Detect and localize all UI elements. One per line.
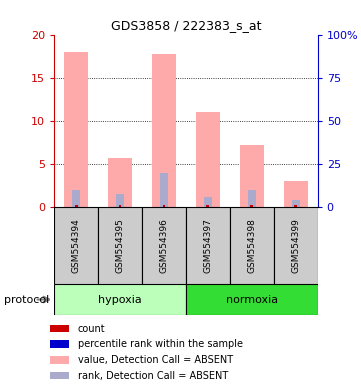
- Text: GSM554394: GSM554394: [71, 218, 81, 273]
- Bar: [160, 173, 168, 207]
- Text: normoxia: normoxia: [226, 295, 278, 305]
- Text: GSM554395: GSM554395: [116, 218, 125, 273]
- Bar: [75, 205, 78, 207]
- Bar: [72, 190, 80, 207]
- Bar: [162, 205, 165, 207]
- Bar: [108, 158, 132, 207]
- Bar: [294, 205, 297, 207]
- Text: GSM554397: GSM554397: [203, 218, 212, 273]
- Text: hypoxia: hypoxia: [98, 295, 142, 305]
- Text: value, Detection Call = ABSENT: value, Detection Call = ABSENT: [78, 355, 233, 365]
- FancyBboxPatch shape: [230, 207, 274, 284]
- Text: GSM554398: GSM554398: [247, 218, 256, 273]
- FancyBboxPatch shape: [98, 207, 142, 284]
- Bar: [116, 194, 124, 207]
- Bar: [50, 324, 69, 333]
- Text: GSM554399: GSM554399: [291, 218, 300, 273]
- Bar: [75, 205, 78, 207]
- Bar: [118, 205, 122, 207]
- Text: protocol: protocol: [4, 295, 49, 305]
- Bar: [248, 190, 256, 207]
- FancyBboxPatch shape: [142, 207, 186, 284]
- Text: percentile rank within the sample: percentile rank within the sample: [78, 339, 243, 349]
- Bar: [196, 113, 220, 207]
- Bar: [118, 205, 122, 207]
- FancyBboxPatch shape: [274, 207, 318, 284]
- Text: GSM554396: GSM554396: [160, 218, 169, 273]
- Text: rank, Detection Call = ABSENT: rank, Detection Call = ABSENT: [78, 371, 228, 381]
- Title: GDS3858 / 222383_s_at: GDS3858 / 222383_s_at: [111, 19, 261, 32]
- Bar: [250, 205, 253, 207]
- Bar: [284, 182, 308, 207]
- FancyBboxPatch shape: [54, 207, 98, 284]
- Bar: [292, 200, 300, 207]
- Bar: [240, 145, 264, 207]
- Bar: [50, 356, 69, 364]
- FancyBboxPatch shape: [186, 207, 230, 284]
- FancyBboxPatch shape: [186, 284, 318, 315]
- Bar: [50, 372, 69, 379]
- Bar: [250, 205, 253, 207]
- Bar: [152, 54, 176, 207]
- Bar: [206, 205, 209, 207]
- Bar: [50, 340, 69, 348]
- Bar: [64, 52, 88, 207]
- Bar: [204, 197, 212, 207]
- FancyBboxPatch shape: [54, 284, 186, 315]
- Bar: [294, 205, 297, 207]
- Bar: [206, 205, 209, 207]
- Text: count: count: [78, 323, 105, 334]
- Bar: [162, 205, 165, 207]
